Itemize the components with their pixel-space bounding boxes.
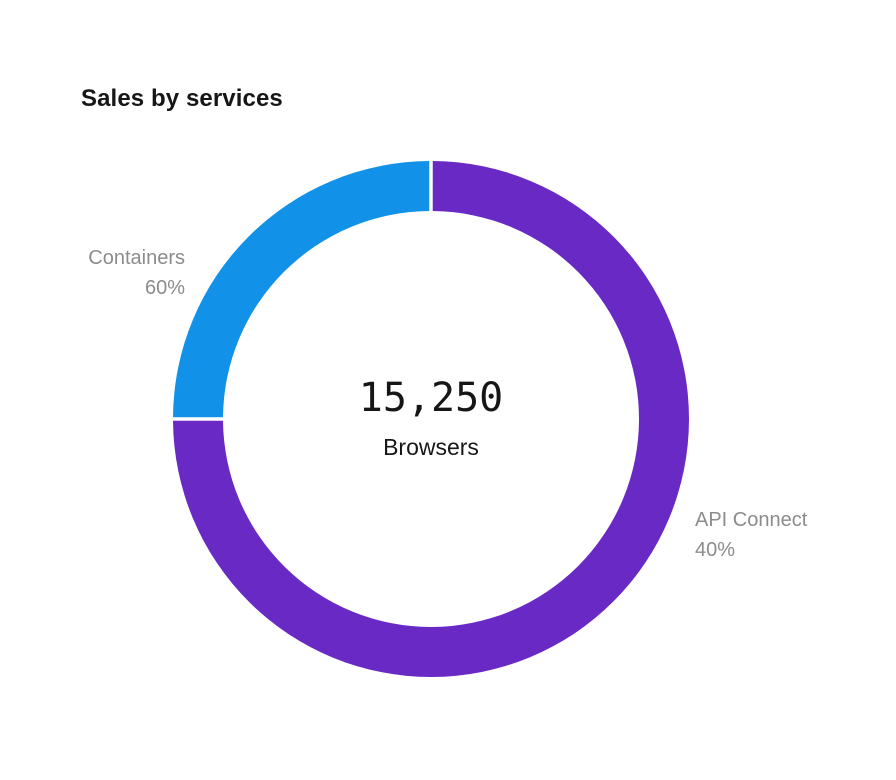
slice-label-api-connect-name: API Connect — [695, 509, 808, 531]
donut-center-label: Browsers — [383, 434, 479, 460]
slice-label-containers-name: Containers — [88, 247, 185, 269]
donut-center-value: 15,250 — [358, 375, 504, 421]
donut-slice-containers[interactable] — [173, 161, 430, 418]
slice-label-api-connect-percent: 40% — [695, 539, 736, 561]
slice-label-containers: Containers 60% — [88, 243, 185, 303]
slice-label-api-connect: API Connect 40% — [695, 505, 807, 565]
donut-chart — [173, 161, 689, 678]
slice-label-containers-percent: 60% — [144, 277, 185, 299]
chart-title: Sales by services — [81, 85, 283, 112]
